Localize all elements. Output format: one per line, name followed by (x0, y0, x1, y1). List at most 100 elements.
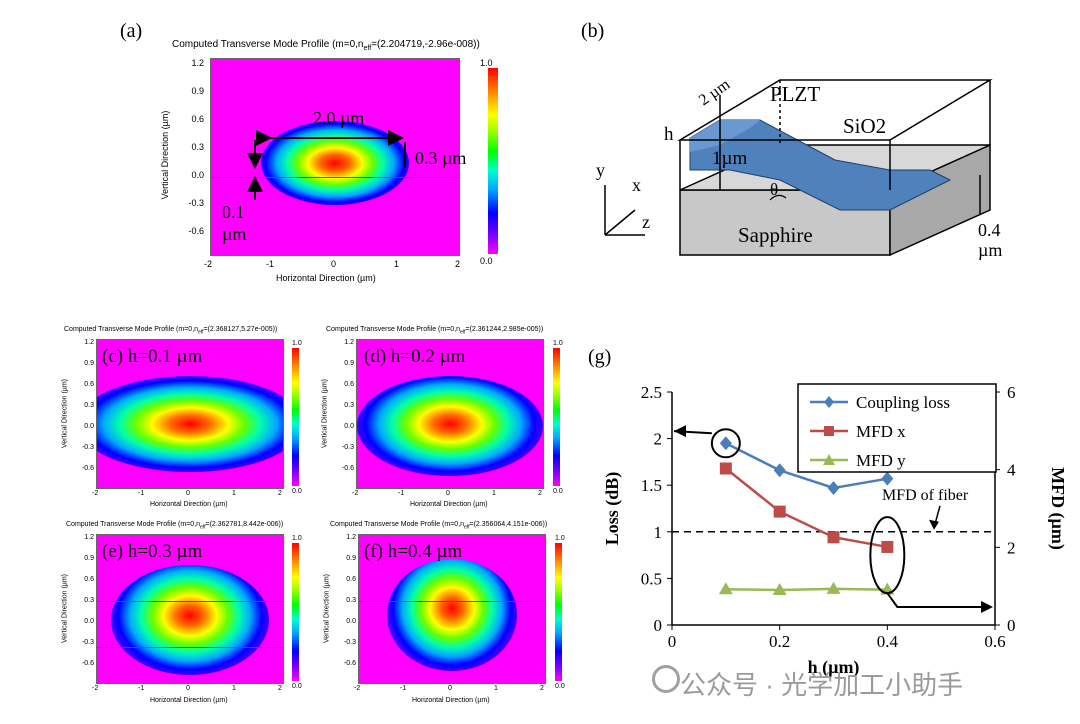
series-line-mfd-y (725, 587, 888, 592)
xtick: 2 (538, 490, 542, 497)
cbar-top-label: 1.0 (555, 535, 565, 542)
panel-a-xlabel: Horizontal Direction (µm) (276, 273, 376, 283)
panel-c-plot (96, 339, 284, 489)
panel-f-label: (f) h=0.4 µm (364, 541, 463, 562)
ytick: 1.2 (191, 58, 204, 68)
legend-marker (824, 426, 834, 436)
xtick: 0 (331, 259, 337, 269)
panel-c-title: Computed Transverse Mode Profile (m=0,ne… (64, 326, 278, 336)
ytick: -0.6 (343, 660, 356, 667)
ytick: 0.3 (346, 597, 356, 604)
width-annotation: 2.0 µm (313, 108, 365, 128)
legend-label: Coupling loss (856, 393, 950, 412)
mode-field (97, 376, 283, 472)
ytick: -0.3 (81, 639, 94, 646)
cbar-top-label: 1.0 (292, 340, 302, 347)
ytick: -0.6 (188, 226, 204, 236)
arrow-head (929, 519, 939, 530)
watermark: 公众号 · 光学加工小助手 (680, 670, 964, 700)
ytick: 1.2 (346, 534, 356, 541)
ytick: 0.6 (346, 576, 356, 583)
data-point (827, 531, 840, 544)
boundary-line (97, 601, 283, 602)
panel-a-colorbar (488, 68, 498, 254)
ytick: 0.0 (84, 423, 94, 430)
theta-label: θ (770, 180, 779, 199)
ytick: 0.6 (191, 114, 204, 124)
xtick: 1 (394, 259, 400, 269)
panel-d-xlabel: Horizontal Direction (µm) (410, 501, 488, 508)
xtick: 0 (446, 490, 450, 497)
xtick: -1 (138, 490, 145, 497)
h-label: h (664, 124, 674, 145)
ytick: 1.2 (344, 339, 354, 346)
wechat-icon (652, 665, 680, 693)
arrow-head (981, 601, 993, 613)
y-tick-label: 0.5 (641, 569, 662, 588)
fiber-annotation: MFD of fiber (882, 487, 969, 504)
data-point (773, 505, 786, 518)
series-line-coupling-loss (725, 442, 888, 490)
axis-y-label: y (596, 160, 605, 180)
y2-tick-label: 6 (1007, 383, 1016, 402)
panel-f-ylabel: Vertical Direction (µm) (323, 574, 331, 643)
legend-marker (824, 396, 834, 408)
xtick: -2 (204, 259, 213, 269)
panel-e-xlabel: Horizontal Direction (µm) (150, 697, 228, 704)
x-tick-label: 0.2 (769, 632, 790, 651)
panel-c-colorbar (292, 348, 299, 486)
ytick: -0.3 (341, 444, 354, 451)
x-tick-label: 0 (668, 632, 677, 651)
panel-e-ylabel: Vertical Direction (µm) (61, 574, 69, 643)
cbar-top-label: 1.0 (480, 58, 493, 68)
panel-a-label: (a) (120, 20, 143, 42)
mode-field (111, 565, 269, 675)
y-tick-label: 2 (654, 430, 663, 449)
slab-boundary-line (211, 177, 459, 178)
boundary-line (359, 601, 545, 602)
ytick: -0.6 (81, 660, 94, 667)
xtick: -2 (92, 685, 99, 692)
highlight-circle-loss (710, 428, 741, 459)
cbar-bottom-label: 0.0 (555, 683, 565, 690)
ytick: -0.3 (343, 639, 356, 646)
panel-c-label: (c) h=0.1 µm (102, 346, 203, 367)
panel-f-colorbar (555, 543, 562, 681)
cbar-top-label: 1.0 (553, 340, 563, 347)
xtick: -1 (400, 685, 407, 692)
data-point (772, 583, 787, 596)
x-axis-label: h (µm) (808, 657, 860, 678)
panel-e-plot (96, 534, 284, 684)
xtick: 0 (448, 685, 452, 692)
xtick: 2 (278, 490, 282, 497)
ytick: -0.3 (188, 198, 204, 208)
data-point (827, 480, 840, 495)
data-point (718, 582, 733, 595)
panel-a-annotations (247, 130, 406, 200)
ytick: 0.0 (346, 618, 356, 625)
panel-e-yticks: 1.2 0.9 0.6 0.3 0.0 -0.3 -0.6 (74, 534, 94, 682)
xtick: 0 (186, 685, 190, 692)
panel-f-xlabel: Horizontal Direction (µm) (412, 697, 490, 704)
ytick: 0.6 (84, 381, 94, 388)
ytick: 1.2 (84, 534, 94, 541)
data-point (881, 540, 894, 553)
y-axis-label: Loss (dB) (602, 472, 623, 546)
ytick: 0.6 (344, 381, 354, 388)
y-tick-label: 2.5 (641, 383, 662, 402)
panel-e-colorbar (292, 543, 299, 681)
mode-field (387, 559, 517, 671)
device-3d-schematic (604, 79, 993, 257)
plzt-label: PLZT (770, 82, 821, 106)
xtick: 2 (455, 259, 461, 269)
xtick: -1 (138, 685, 145, 692)
cbar-bottom-label: 0.0 (480, 256, 493, 266)
xtick: -1 (266, 259, 275, 269)
highlight-ellipse-mfd (869, 516, 906, 595)
panel-e-title: Computed Transverse Mode Profile (m=0,ne… (66, 521, 284, 531)
ytick: 0.9 (84, 360, 94, 367)
ytick: 0.0 (84, 618, 94, 625)
data-point (826, 581, 841, 594)
y-tick-label: 1 (654, 523, 663, 542)
